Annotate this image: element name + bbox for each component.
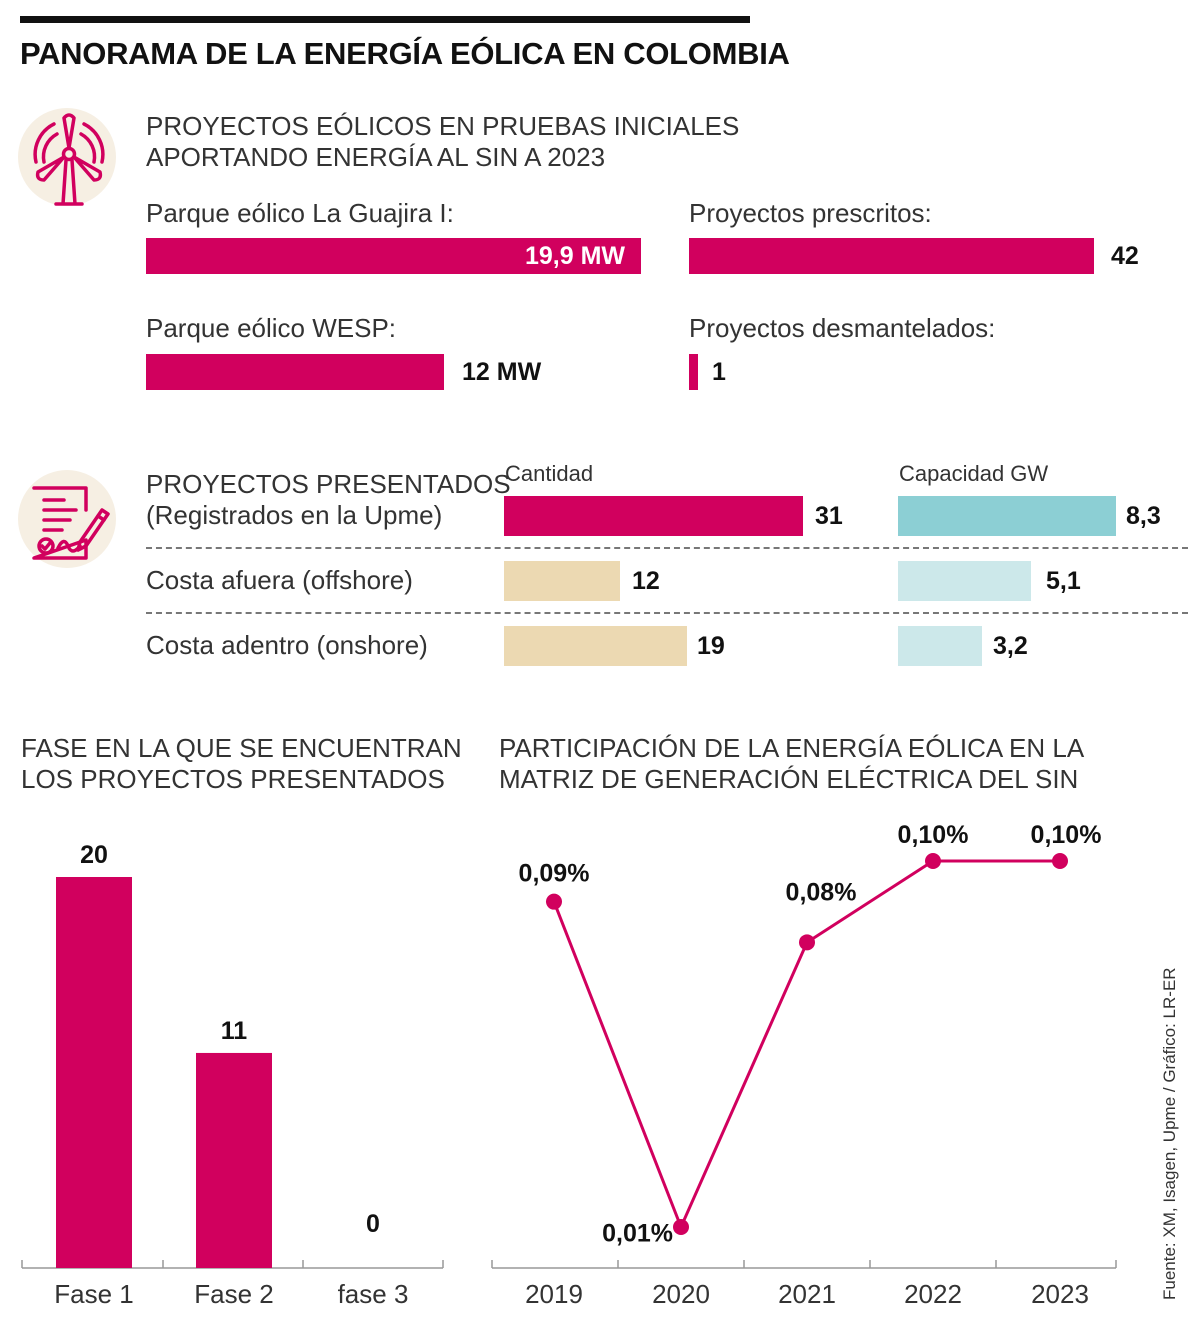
- prescritos-label: Proyectos prescritos:: [689, 198, 932, 228]
- contract-document-icon: [32, 486, 110, 560]
- phase-category-label: fase 3: [338, 1279, 409, 1309]
- participation-point: [673, 1219, 689, 1235]
- capacidad-offshore-value: 5,1: [1046, 567, 1081, 595]
- wesp-label: Parque eólico WESP:: [146, 313, 397, 343]
- guajira-value: 19,9 MW: [524, 242, 625, 270]
- year-tick-label: 2022: [904, 1279, 962, 1309]
- participation-point: [799, 934, 815, 951]
- section1-heading-line2: APORTANDO ENERGÍA AL SIN A 2023: [146, 142, 606, 172]
- title-rule: [20, 16, 750, 23]
- section2-heading-line2: (Registrados en la Upme): [146, 500, 443, 530]
- participation-point: [925, 853, 941, 869]
- participation-value-label: 0,09%: [519, 860, 590, 888]
- cantidad-total-value: 31: [815, 502, 843, 530]
- phase-bar: [196, 1052, 272, 1268]
- wind-turbine-icon: [33, 113, 105, 206]
- participation-value-label: 0,10%: [1031, 821, 1102, 849]
- offshore-label: Costa afuera (offshore): [146, 565, 413, 595]
- participation-line: [552, 859, 1060, 1231]
- capacidad-header: Capacidad GW: [899, 461, 1049, 486]
- year-tick-label: 2019: [525, 1279, 583, 1309]
- section3-heading-line1: FASE EN LA QUE SE ENCUENTRAN: [21, 733, 462, 763]
- section4-heading-line2: MATRIZ DE GENERACIÓN ELÉCTRICA DEL SIN: [499, 764, 1079, 794]
- guajira-label: Parque eólico La Guajira I:: [146, 198, 454, 228]
- capacidad-onshore-bar: [898, 626, 982, 666]
- prescritos-bar: [689, 238, 1094, 274]
- page-title: PANORAMA DE LA ENERGÍA EÓLICA EN COLOMBI…: [20, 36, 790, 71]
- year-tick-label: 2021: [778, 1279, 836, 1309]
- desmantelados-value: 1: [712, 358, 726, 386]
- phase-value-label: 20: [80, 841, 108, 869]
- phase-category-label: Fase 1: [54, 1279, 134, 1309]
- phase-bar-chart: 20 Fase 1 11 Fase 2 0 fase 3: [21, 841, 444, 1309]
- cantidad-header: Cantidad: [505, 461, 594, 486]
- source-credit: Fuente: XM, Isagen, Upme / Gráfico: LR-E…: [1160, 967, 1179, 1300]
- wesp-bar: [146, 354, 444, 390]
- row-divider-1: [146, 547, 1188, 549]
- phase-value-label: 0: [366, 1210, 380, 1238]
- phase-bar: [56, 877, 132, 1268]
- wesp-value: 12 MW: [462, 358, 542, 386]
- onshore-label: Costa adentro (onshore): [146, 630, 428, 660]
- participation-point: [546, 893, 562, 910]
- cantidad-total-bar: [504, 496, 803, 536]
- year-tick-label: 2023: [1031, 1279, 1089, 1309]
- prescritos-value: 42: [1111, 242, 1139, 270]
- cantidad-offshore-value: 12: [632, 567, 660, 595]
- capacidad-total-value: 8,3: [1126, 502, 1161, 530]
- participation-value-label: 0,10%: [898, 821, 969, 849]
- year-tick-label: 2020: [652, 1279, 710, 1309]
- section4-heading-line1: PARTICIPACIÓN DE LA ENERGÍA EÓLICA EN LA: [499, 733, 1085, 763]
- capacidad-offshore-bar: [898, 561, 1031, 601]
- participation-line-chart: 0,09% 2019 0,01% 2020 0,08% 2021 0,10% 2022 0,10…: [491, 821, 1117, 1309]
- desmantelados-bar: [689, 354, 698, 390]
- guajira-bar: [146, 238, 641, 274]
- phase-value-label: 11: [221, 1017, 248, 1045]
- phase-category-label: Fase 2: [194, 1279, 274, 1309]
- desmantelados-label: Proyectos desmantelados:: [689, 313, 996, 343]
- row-divider-2: [146, 612, 1188, 614]
- section2-heading-line1: PROYECTOS PRESENTADOS: [146, 469, 511, 499]
- capacidad-onshore-value: 3,2: [993, 632, 1028, 660]
- capacidad-total-bar: [898, 496, 1116, 536]
- participation-value-label: 0,08%: [786, 878, 857, 906]
- participation-point: [1052, 853, 1068, 869]
- section1-heading-line1: PROYECTOS EÓLICOS EN PRUEBAS INICIALES: [146, 111, 740, 141]
- cantidad-onshore-value: 19: [697, 632, 725, 660]
- participation-value-label: 0,01%: [602, 1220, 673, 1248]
- cantidad-onshore-bar: [504, 626, 687, 666]
- cantidad-offshore-bar: [504, 561, 620, 601]
- section3-heading-line2: LOS PROYECTOS PRESENTADOS: [21, 764, 445, 794]
